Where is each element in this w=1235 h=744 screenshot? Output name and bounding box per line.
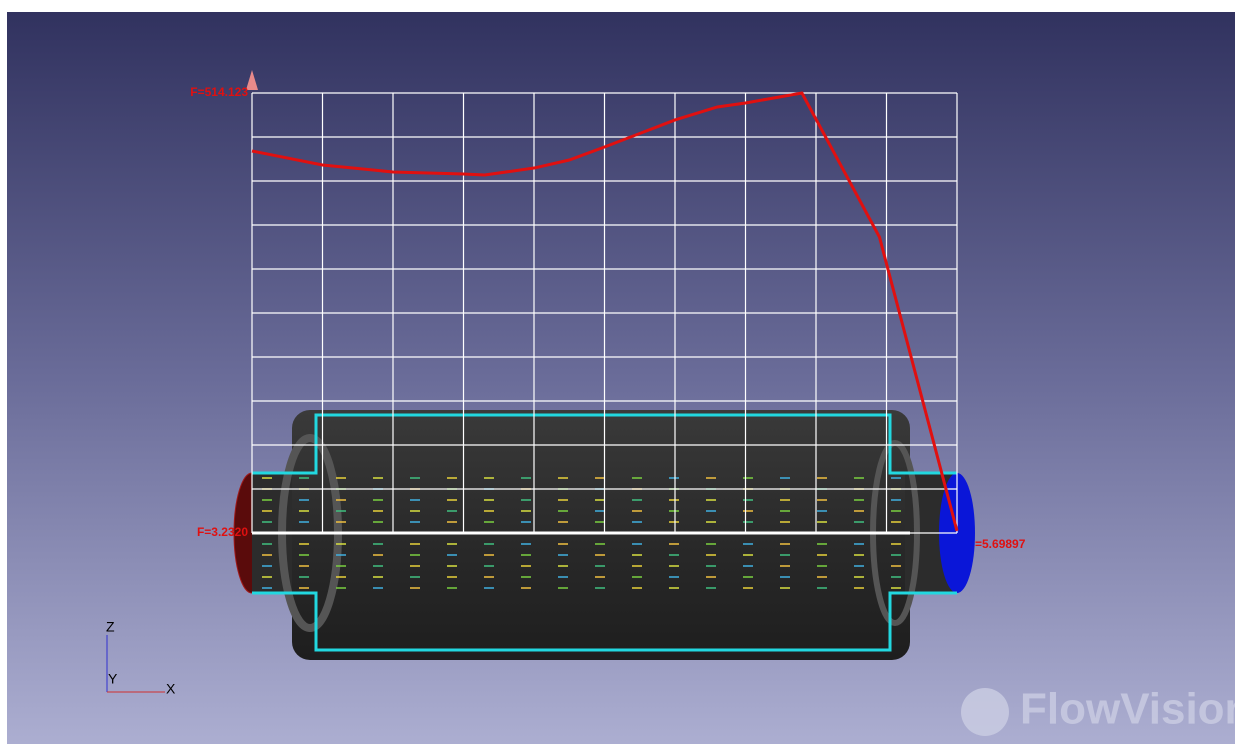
logo xyxy=(961,688,1009,736)
axis-label: Y xyxy=(108,671,118,687)
y-tick-label: F=3.2320 xyxy=(197,525,248,539)
y-tick-label: F=514.123 xyxy=(190,85,248,99)
value-label: =5.69897 xyxy=(975,537,1026,551)
viewport: Z Y X FlowVision F=3.2320 F=514.123 =5.698… xyxy=(0,0,1235,744)
axis-label: X xyxy=(166,681,176,697)
cylinder xyxy=(292,410,910,660)
watermark: FlowVision xyxy=(1020,685,1235,734)
axis-label: Z xyxy=(106,619,115,635)
